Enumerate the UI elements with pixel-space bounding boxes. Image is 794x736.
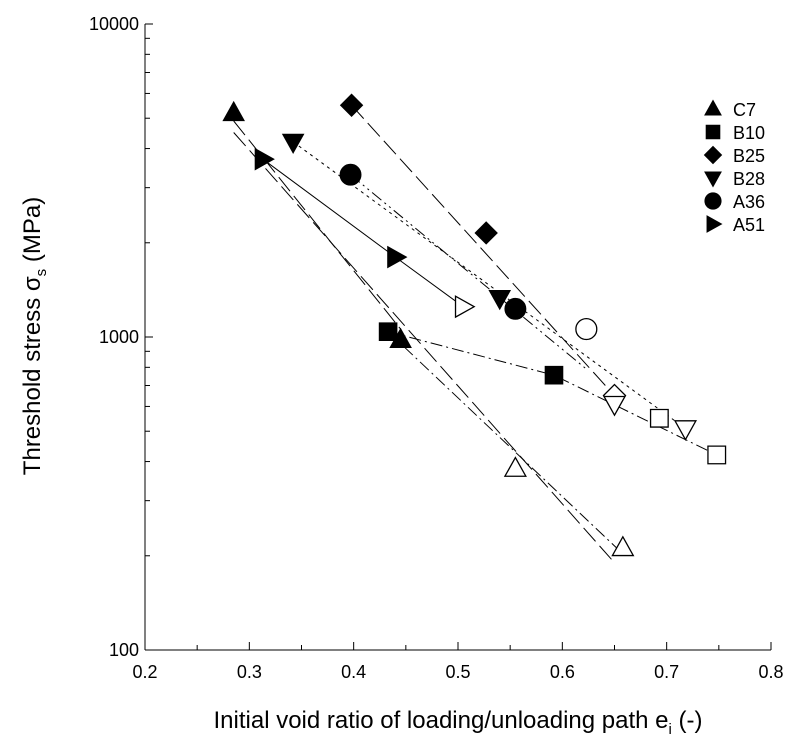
point-a51-filled: [387, 245, 408, 269]
point-b28-filled: [488, 290, 512, 311]
y-tick-label: 100: [109, 640, 139, 660]
legend-marker-b25: [703, 145, 723, 165]
point-c7-filled: [222, 100, 245, 122]
point-b10-open: [707, 445, 727, 465]
point-b28-filled: [281, 133, 305, 154]
series-line-b25: [351, 104, 615, 396]
legend-label-a36: A36: [733, 192, 765, 212]
x-axis-title: Initial void ratio of loading/unloading …: [214, 707, 703, 736]
point-b28-open: [673, 420, 698, 441]
y-axis-title-tail: (MPa): [19, 197, 46, 269]
point-a36-open: [575, 317, 598, 341]
x-tick-label: 0.3: [237, 662, 262, 682]
point-a51-filled: [254, 147, 275, 171]
point-b25-filled: [339, 93, 364, 117]
tick-labels: 0.2 0.3 0.4 0.5 0.6 0.7 0.8 100 1000 10000: [89, 14, 784, 682]
point-c7-open: [503, 456, 527, 477]
axes: [144, 24, 771, 651]
y-tick-label: 10000: [89, 14, 139, 34]
legend-marker-b28: [704, 171, 722, 188]
legend-label-a51: A51: [733, 215, 765, 235]
data-markers: [222, 93, 727, 557]
y-axis-title-sub: s: [33, 269, 50, 277]
legend-marker-a51: [706, 215, 723, 233]
legend-label-b10: B10: [733, 123, 765, 143]
legend-marker-a36: [704, 192, 722, 210]
series-line-c7: [233, 132, 615, 564]
legend-marker-b10: [705, 124, 721, 140]
y-axis-title: Threshold stress σs (MPa): [19, 197, 50, 475]
y-tick-label: 1000: [99, 327, 139, 347]
fit-lines: [233, 104, 717, 564]
x-tick-label: 0.2: [132, 662, 157, 682]
series-line-b10: [387, 331, 626, 557]
point-b10-filled: [544, 365, 564, 385]
legend-label-c7: C7: [733, 100, 756, 120]
point-a36-filled: [504, 297, 527, 320]
x-tick-label: 0.7: [654, 662, 679, 682]
x-axis-title-sub: i: [669, 721, 672, 736]
series-line-c7: [233, 120, 401, 330]
legend-marker-c7: [704, 99, 722, 116]
point-b28-open: [602, 395, 627, 417]
legend: C7 B10 B25 B28 A36 A51: [703, 99, 765, 235]
legend-label-b25: B25: [733, 146, 765, 166]
x-tick-label: 0.4: [341, 662, 366, 682]
series-line-a36: [350, 174, 587, 370]
x-tick-label: 0.8: [758, 662, 783, 682]
point-a51-open: [454, 295, 476, 319]
x-axis-title-main: Initial void ratio of loading/unloading …: [214, 707, 669, 734]
x-tick-label: 0.5: [445, 662, 470, 682]
series-line-a51: [262, 158, 464, 308]
y-axis-title-main: Threshold stress σ: [19, 276, 46, 475]
legend-label-b28: B28: [733, 169, 765, 189]
x-tick-label: 0.6: [550, 662, 575, 682]
point-c7-open: [611, 535, 635, 557]
point-b10-open: [649, 408, 669, 428]
point-b25-filled: [474, 221, 498, 245]
x-axis-title-tail: (-): [672, 707, 703, 734]
point-b10-filled: [378, 322, 398, 341]
point-a36-filled: [339, 163, 362, 186]
series-line-b10: [387, 331, 717, 456]
